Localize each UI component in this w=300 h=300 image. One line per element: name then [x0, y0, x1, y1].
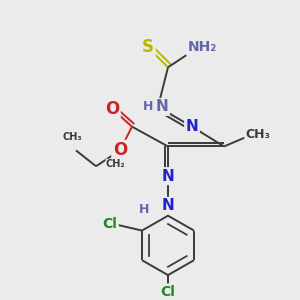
Text: S: S: [142, 38, 154, 56]
Text: CH₃: CH₃: [62, 133, 82, 142]
Text: N: N: [186, 119, 198, 134]
Text: O: O: [105, 100, 119, 118]
Text: H: H: [139, 203, 149, 216]
Text: CH₂: CH₂: [106, 159, 126, 169]
Text: O: O: [113, 141, 127, 159]
Text: Cl: Cl: [103, 217, 117, 231]
Text: N: N: [162, 198, 174, 213]
Text: H: H: [143, 100, 153, 113]
Text: Cl: Cl: [160, 285, 175, 299]
Text: NH₂: NH₂: [188, 40, 217, 55]
Text: CH₃: CH₃: [245, 128, 271, 141]
Text: N: N: [156, 99, 168, 114]
Text: N: N: [162, 169, 174, 184]
